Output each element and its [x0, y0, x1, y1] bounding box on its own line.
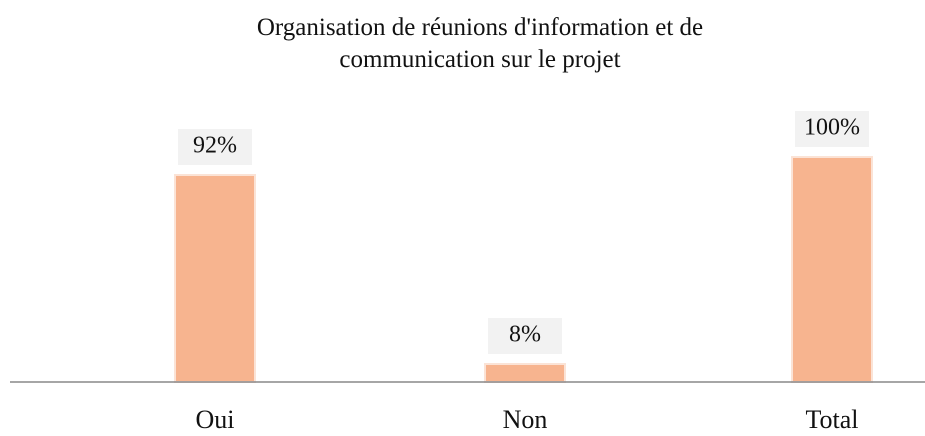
chart-title: Organisation de réunions d'information e…	[256, 14, 704, 73]
value-label: 8%	[509, 322, 541, 348]
value-label-box	[795, 111, 869, 147]
x-tick-label: Oui	[196, 405, 235, 434]
bar	[174, 174, 256, 383]
bar	[791, 156, 873, 383]
value-label: 100%	[804, 115, 860, 141]
value-label-box	[488, 318, 562, 354]
bar	[484, 363, 566, 383]
value-label-box	[178, 129, 252, 165]
value-label: 92%	[193, 133, 237, 159]
x-tick-label: Non	[503, 405, 548, 434]
x-tick-label: Total	[805, 405, 858, 434]
